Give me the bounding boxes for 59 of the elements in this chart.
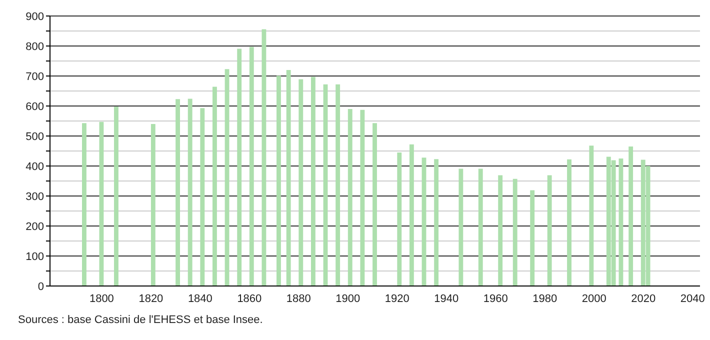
x-tick-label: 2040 — [680, 292, 705, 305]
bar — [249, 46, 254, 286]
bar — [82, 123, 86, 286]
y-tick-label: 300 — [26, 190, 44, 203]
y-tick-label: 900 — [26, 10, 44, 23]
y-tick-label: 200 — [26, 220, 44, 233]
x-tick-label: 1900 — [336, 292, 360, 305]
bar — [397, 152, 402, 286]
bar — [212, 86, 217, 286]
x-tick-label: 1880 — [286, 292, 311, 305]
x-tick-label: 1980 — [532, 292, 558, 305]
bar — [434, 159, 439, 286]
y-tick-label: 500 — [26, 130, 44, 143]
bar — [336, 84, 340, 286]
x-tick-label: 2000 — [582, 292, 606, 305]
x-tick-label: 1820 — [138, 292, 164, 305]
x-tick-label: 1960 — [483, 292, 508, 305]
bar — [530, 190, 535, 286]
bar — [348, 109, 352, 286]
y-tick-label: 100 — [26, 250, 44, 263]
bar — [286, 70, 291, 286]
bar — [99, 122, 104, 286]
y-tick-label: 800 — [26, 40, 44, 53]
y-tick-label: 400 — [26, 160, 44, 173]
bar — [150, 124, 156, 286]
bar — [547, 175, 552, 286]
bar — [224, 69, 230, 286]
bar — [200, 108, 205, 286]
x-tick-label: 1800 — [89, 292, 114, 305]
bar — [262, 29, 266, 286]
y-tick-label: 0 — [38, 280, 44, 293]
bar — [176, 99, 180, 286]
bar — [323, 84, 328, 286]
bar — [372, 123, 377, 286]
x-tick-label: 1860 — [237, 292, 262, 305]
bar — [276, 76, 281, 286]
bar — [498, 175, 503, 286]
bar — [512, 178, 518, 286]
bar — [298, 79, 304, 286]
bar — [237, 48, 242, 286]
x-tick-label: 1920 — [384, 292, 410, 305]
bar — [458, 168, 464, 286]
x-tick-label: 2020 — [631, 292, 656, 305]
bar — [114, 106, 118, 286]
x-tick-label: 1840 — [188, 292, 212, 305]
y-tick-label: 700 — [26, 70, 44, 83]
x-tick-label: 1940 — [434, 292, 459, 305]
bar — [422, 158, 426, 286]
bar — [188, 98, 192, 286]
source-note: Sources : base Cassini de l'EHESS et base Insee. — [18, 314, 264, 326]
y-tick-label: 600 — [26, 100, 44, 113]
bar — [589, 146, 594, 286]
bar — [628, 146, 634, 286]
bar — [409, 144, 414, 286]
bar — [567, 159, 572, 286]
bar — [618, 158, 624, 286]
bar — [360, 110, 365, 286]
bar — [478, 168, 483, 286]
bar — [310, 76, 316, 286]
